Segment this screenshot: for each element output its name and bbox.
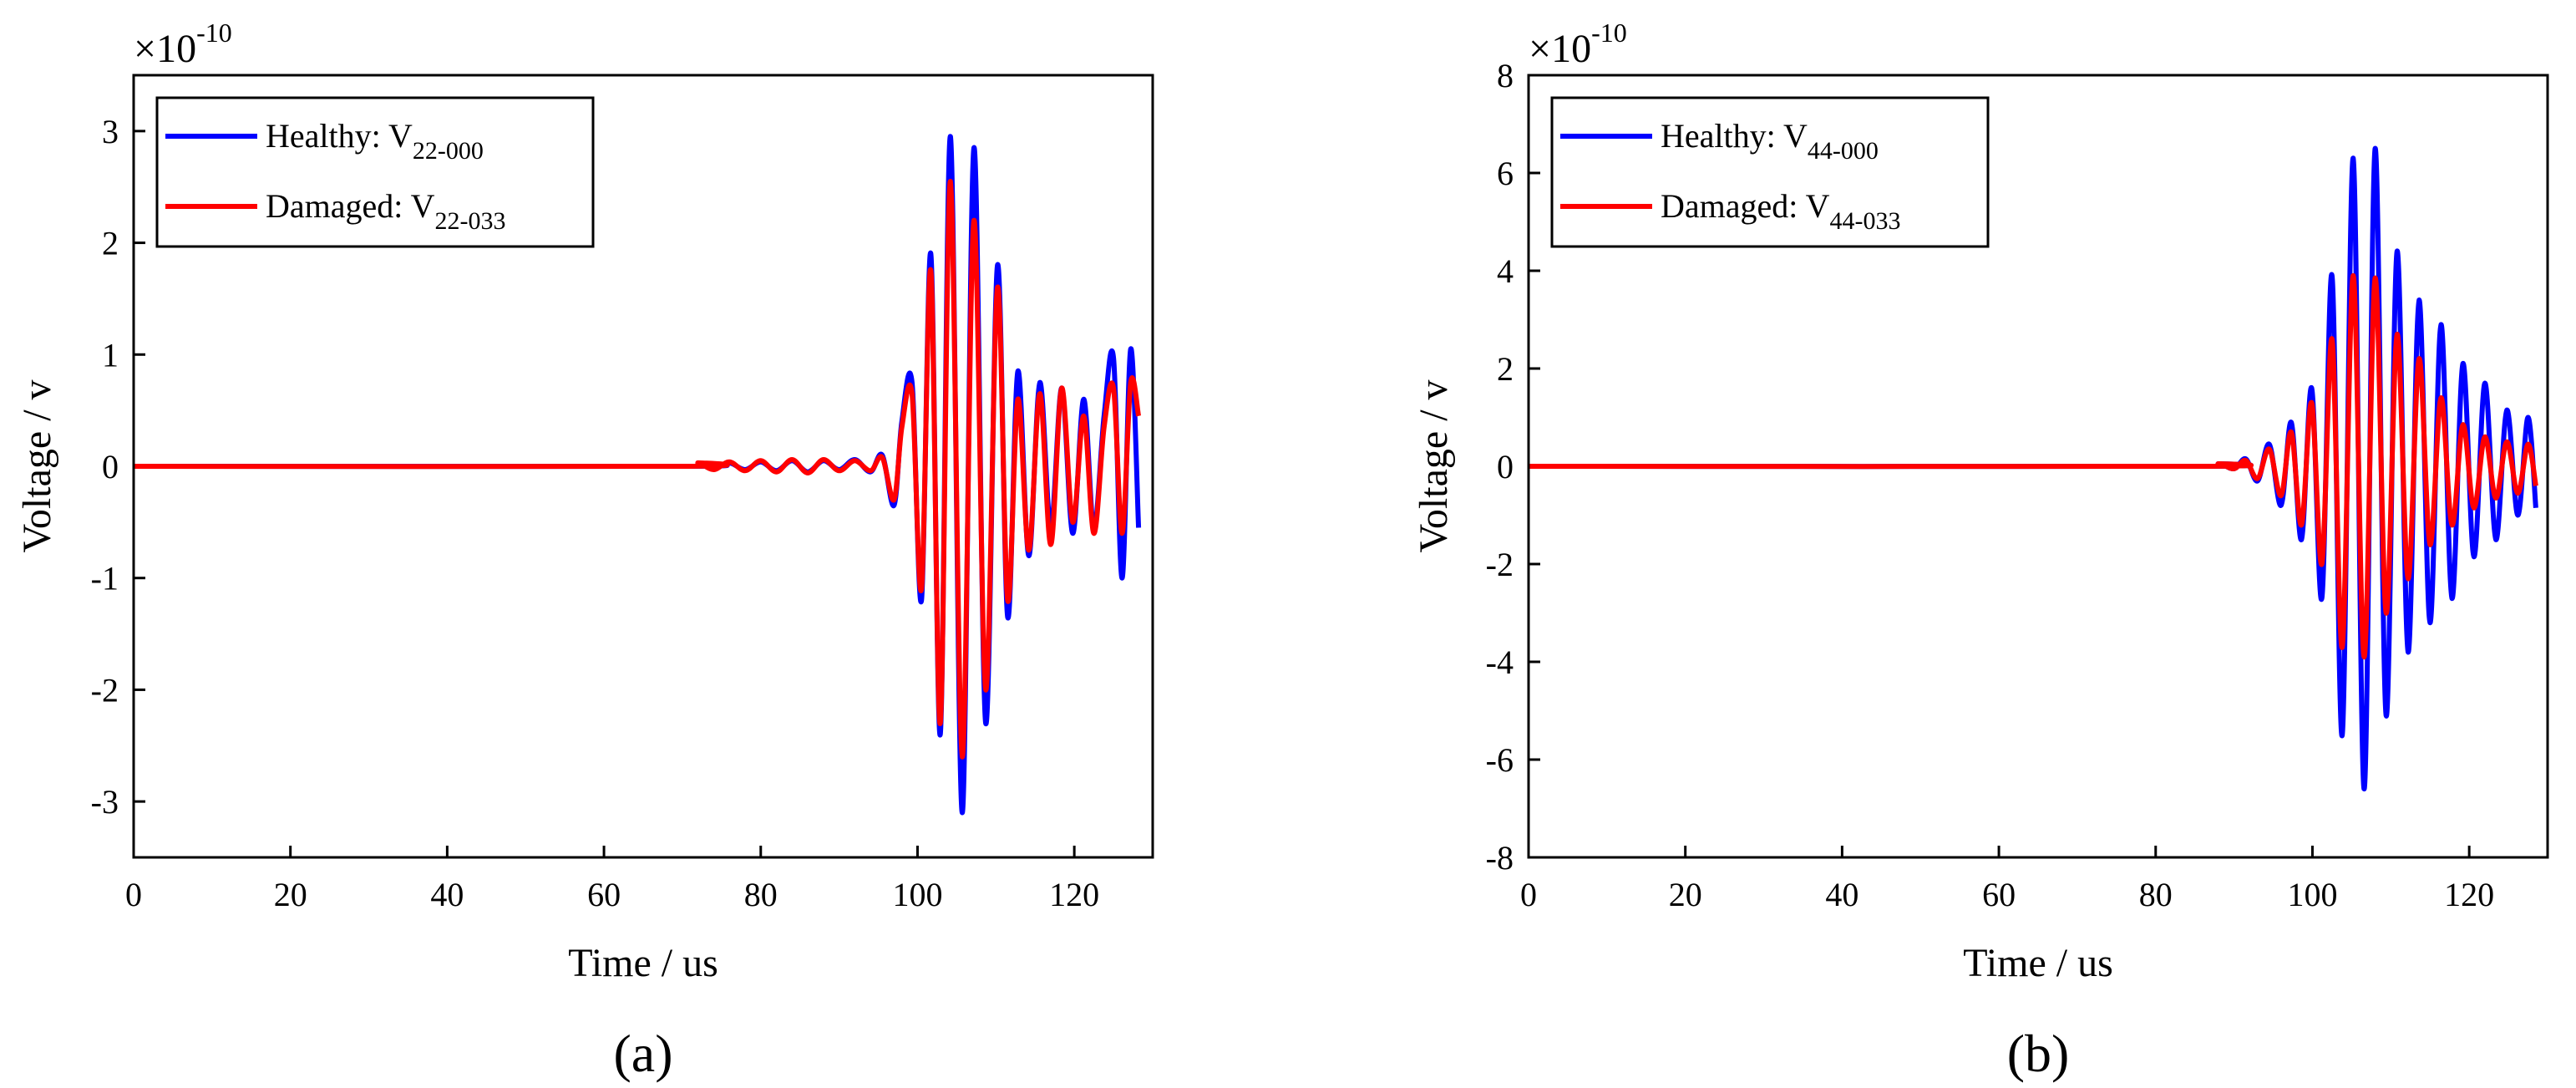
panel-b-xtick-label: 120 <box>2444 876 2494 913</box>
panel-a-series-damaged-line <box>133 178 1142 760</box>
panel-b-ytick-label: 4 <box>1497 252 1514 290</box>
panel-b-xtick-label: 40 <box>1825 876 1858 913</box>
panel-b-axes-box <box>1527 74 2549 859</box>
panel-a-legend-healthy: Healthy: V22-000 <box>266 117 484 165</box>
panel-b-series-damaged-line <box>1528 272 2538 660</box>
panel-b-ytick-label: 2 <box>1497 350 1514 388</box>
panel-b-ytick-label: 6 <box>1497 155 1514 192</box>
panel-a-xlabel: Time / us <box>568 941 718 985</box>
panel-a-ytick-label: -3 <box>91 783 119 821</box>
panel-a-ytick-label: 0 <box>102 448 119 486</box>
panel-a-ytick-label: 3 <box>102 113 119 150</box>
panel-b-ylabel: Voltage / v <box>1412 379 1456 552</box>
panel-a-multiplier: ×10-10 <box>134 18 232 71</box>
panel-b-xtick-label: 60 <box>1982 876 2016 913</box>
panel-a-label: (a) <box>613 1024 672 1083</box>
panel-b-legend-damaged: Damaged: V44-033 <box>1661 187 1901 235</box>
panel-a-ytick-label: 1 <box>102 336 119 374</box>
panel-b-chart: ×10-10 -8 -6 -4 -2 0 2 4 6 8 0 20 40 60 80 100 120 Vol… <box>1412 18 2549 1083</box>
panel-a-xtick-label: 100 <box>892 876 942 913</box>
panel-a-legend-damaged: Damaged: V22-033 <box>266 187 506 235</box>
panel-b-multiplier: ×10-10 <box>1529 18 1627 71</box>
panel-a-xtick-label: 120 <box>1049 876 1099 913</box>
panel-a-ytick-label: 2 <box>102 225 119 262</box>
panel-b-legend: Healthy: V44-000 Damaged: V44-033 <box>1550 96 1990 248</box>
panel-a-xtick-label: 40 <box>430 876 464 913</box>
panel-b-xtick-label: 80 <box>2139 876 2173 913</box>
panel-a-ylabel: Voltage / v <box>15 379 59 552</box>
panel-a-xtick-label: 20 <box>274 876 307 913</box>
panel-a-axes-box <box>132 74 1154 859</box>
panel-a-legend: Healthy: V22-000 Damaged: V22-033 <box>155 96 595 248</box>
panel-b-ytick-label: 0 <box>1497 448 1514 486</box>
panel-b-ytick-label: -8 <box>1486 839 1514 877</box>
panel-b-ytick-label: -4 <box>1486 643 1514 681</box>
panel-b-xtick-label: 0 <box>1520 876 1537 913</box>
panel-b-series-healthy-line <box>1528 145 2538 792</box>
panel-a-xtick-label: 60 <box>587 876 621 913</box>
panel-b-ytick-label: -6 <box>1486 741 1514 779</box>
panel-a-chart: ×10-10 -3 -2 -1 0 1 2 3 0 20 40 60 80 100 120 Voltag… <box>15 18 1154 1083</box>
panel-b-ytick-label: -2 <box>1486 546 1514 583</box>
panel-b-legend-healthy: Healthy: V44-000 <box>1661 117 1879 165</box>
panel-b-xtick-label: 20 <box>1669 876 1702 913</box>
panel-b-xlabel: Time / us <box>1963 941 2113 985</box>
panel-a-xtick-label: 80 <box>744 876 778 913</box>
panel-a-ytick-label: -2 <box>91 671 119 709</box>
panel-b-label: (b) <box>2007 1024 2070 1083</box>
panel-a-xtick-label: 0 <box>125 876 142 913</box>
panel-b-xtick-label: 100 <box>2287 876 2337 913</box>
panel-a-ytick-label: -1 <box>91 560 119 597</box>
panel-b-ytick-label: 8 <box>1497 57 1514 94</box>
